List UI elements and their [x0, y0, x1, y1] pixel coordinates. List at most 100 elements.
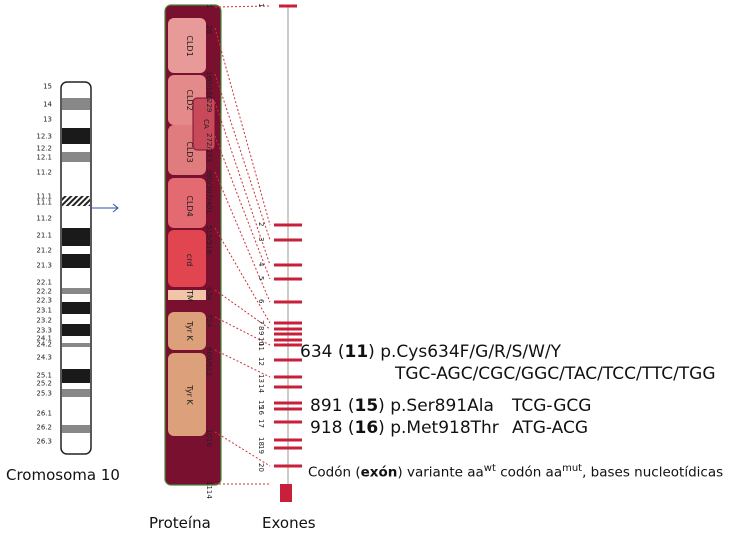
connector-line	[214, 135, 271, 280]
position-label: 229	[205, 99, 213, 112]
variant-891: p.Ser891Ala	[390, 396, 494, 416]
band-label: 25.1	[36, 372, 52, 380]
exon-bar	[274, 338, 302, 342]
band-label: 12.2	[36, 145, 52, 153]
exon-bar	[274, 263, 302, 267]
legend-wt: wt	[483, 463, 496, 474]
exon-number-label: 1	[257, 3, 265, 7]
band-label: 11.1	[36, 193, 52, 201]
exon-bars	[274, 4, 302, 502]
codon-891: 891	[310, 396, 343, 416]
exon-number-label: 4	[257, 262, 265, 267]
position-label: 634	[205, 287, 213, 301]
exon-11: 11	[344, 342, 369, 362]
exon-number-label: 6	[257, 299, 265, 304]
exon-bar	[274, 407, 302, 411]
domain-label: CLD4	[185, 195, 194, 216]
connector-line	[214, 431, 271, 467]
band-label: 11.2	[36, 169, 52, 177]
exon-bar	[274, 375, 302, 379]
exon-number-label: 14	[257, 384, 265, 393]
protein-exon-connectors	[214, 5, 271, 485]
domain-label: Tyr K	[185, 384, 194, 405]
variant-634: p.Cys634F/G/R/S/W/Y	[380, 342, 562, 362]
exon-bar	[274, 327, 302, 331]
exon-bar	[280, 484, 292, 502]
exon-bar	[274, 420, 302, 424]
connector-line	[214, 5, 271, 8]
exon-number-label: 3	[257, 237, 265, 241]
band-label: 13	[43, 116, 52, 124]
exon-number-label: 9	[257, 331, 265, 335]
chromosome-10	[60, 81, 119, 455]
position-label: 515/516	[205, 225, 213, 255]
exon-15: 15	[354, 396, 379, 416]
exon-number-label: 20	[257, 463, 265, 472]
annotation-row-634: 634 (11) p.Cys634F/G/R/S/W/Y	[300, 342, 562, 362]
legend-exon: exón	[360, 464, 398, 481]
exon-number-label: 11	[257, 342, 265, 351]
position-label: 1	[205, 4, 213, 8]
band-label: 24.2	[36, 341, 52, 349]
connector-line	[214, 171, 271, 303]
position-label: 272/273	[205, 133, 213, 162]
band-label: 11.1	[36, 199, 52, 207]
band-label: 26.2	[36, 424, 52, 432]
exon-bar	[274, 277, 302, 281]
exon-bar	[274, 300, 302, 304]
band-label: 22.1	[36, 279, 52, 287]
legend-codon2: codón aa	[500, 464, 563, 481]
exon-bar	[274, 321, 302, 325]
exon-bar	[274, 238, 302, 242]
legend-bases: , bases nucleotídicas	[582, 464, 724, 481]
band-label: 11.2	[36, 215, 52, 223]
position-label: 724	[205, 314, 213, 328]
exon-bar	[274, 464, 302, 468]
chromosome-caption: Cromosoma 10	[6, 466, 120, 484]
band-label: 26.3	[36, 438, 52, 446]
bases-634: TGC-AGC/CGC/GGC/TAC/TCC/TTC/TGG	[395, 364, 716, 384]
exon-number-label: 17	[257, 419, 265, 428]
domain-label: Tyr K	[185, 320, 194, 341]
annotation-row-918: 918 (16) p.Met918Thr	[310, 418, 499, 438]
band-label: 15	[43, 83, 52, 91]
legend-codon: Codón	[308, 464, 352, 481]
position-label: 1016	[205, 429, 213, 447]
domain-label: CLD1	[185, 35, 194, 56]
exon-number-label: 18	[257, 437, 265, 446]
exon-bar	[274, 343, 302, 347]
connector-line	[214, 73, 271, 241]
band-label: 25.3	[36, 390, 52, 398]
exon-bar	[274, 438, 302, 442]
band-label: 12.3	[36, 133, 52, 141]
band-label: 24.3	[36, 354, 52, 362]
exon-number-label: 10	[257, 337, 265, 346]
band-label: 21.2	[36, 247, 52, 255]
band-label: 23.1	[36, 307, 52, 315]
domain-label: CLD2	[185, 89, 194, 110]
exon-number-label: 5	[257, 276, 265, 280]
position-label: 160/166	[205, 71, 213, 101]
variant-918: p.Met918Thr	[390, 418, 499, 438]
legend-line: Codón (exón) variante aawt codón aamut, …	[308, 463, 724, 481]
band-label: 23.3	[36, 327, 52, 335]
position-label: 808/812	[205, 347, 213, 376]
exon-number-label: 15	[257, 400, 265, 409]
connector-line	[214, 289, 271, 330]
band-label: 25.2	[36, 380, 52, 388]
exon-number-label: 19	[257, 445, 265, 454]
position-label: 380/387/401	[205, 169, 213, 214]
exon-bar	[279, 4, 297, 8]
connector-line	[214, 101, 271, 266]
band-label: 26.1	[36, 410, 52, 418]
band-label: 24.1	[36, 335, 52, 343]
position-label: 28	[205, 25, 213, 34]
domain-label: CA	[202, 119, 210, 129]
exon-number-label: 13	[257, 374, 265, 383]
legend-mut: mut	[562, 463, 583, 474]
legend-variant: variante aa	[406, 464, 484, 481]
bases-891: TCG-GCG	[512, 396, 592, 416]
protein-bar	[164, 4, 222, 486]
exon-caption: Exones	[262, 514, 316, 532]
